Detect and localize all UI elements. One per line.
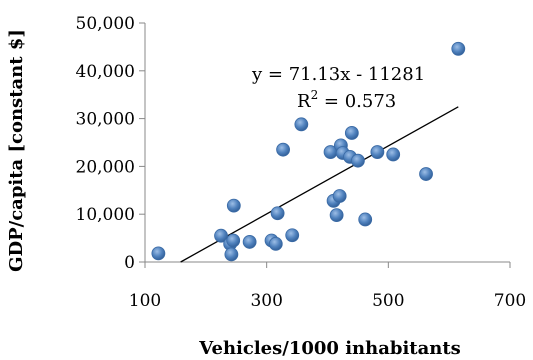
y-tick-label: 50,000 xyxy=(76,14,135,34)
x-tick-label: 300 xyxy=(250,291,282,311)
r-squared-exponent: 2 xyxy=(311,88,319,102)
labels: y = 71.13x - 11281 R2 = 0.573 Vehicles/1… xyxy=(6,29,461,359)
r-squared-prefix: R xyxy=(297,91,311,112)
x-tick-label: 100 xyxy=(129,291,161,311)
data-point xyxy=(370,145,385,159)
x-tick-label: 500 xyxy=(372,291,404,311)
data-point xyxy=(419,167,433,181)
data-point xyxy=(351,153,365,168)
data-point xyxy=(151,246,166,261)
data-point xyxy=(224,247,239,262)
x-axis-title: Vehicles/1000 inhabitants xyxy=(198,338,461,359)
data-point xyxy=(358,212,373,227)
y-axis-title: GDP/capita [constant $] xyxy=(6,29,27,272)
data-point xyxy=(332,189,347,203)
data-point xyxy=(344,126,359,140)
y-tick-label: 40,000 xyxy=(76,62,135,82)
data-point xyxy=(270,206,285,221)
y-tick-label: 20,000 xyxy=(76,157,135,177)
trendline-equation-label: y = 71.13x - 11281 xyxy=(251,64,425,85)
data-point xyxy=(214,228,228,243)
axes: 0 10,000 20,000 30,000 40,000 50,000 100 300 500… xyxy=(76,14,527,311)
y-tick-label: 30,000 xyxy=(76,110,135,130)
data-point xyxy=(226,198,241,213)
r-squared-value: = 0.573 xyxy=(318,91,396,112)
data-point xyxy=(386,147,401,162)
data-points xyxy=(151,41,466,262)
r-squared-label: R2 = 0.573 xyxy=(297,88,396,112)
data-point xyxy=(285,228,300,243)
x-tick-label: 700 xyxy=(494,291,526,311)
data-point xyxy=(268,236,283,251)
data-point xyxy=(226,233,241,248)
data-point xyxy=(451,41,466,56)
data-point xyxy=(242,235,257,249)
data-point xyxy=(294,117,309,132)
data-point xyxy=(329,208,344,223)
y-tick-label: 10,000 xyxy=(76,205,135,225)
data-point xyxy=(276,142,290,157)
y-tick-label: 0 xyxy=(124,253,135,273)
